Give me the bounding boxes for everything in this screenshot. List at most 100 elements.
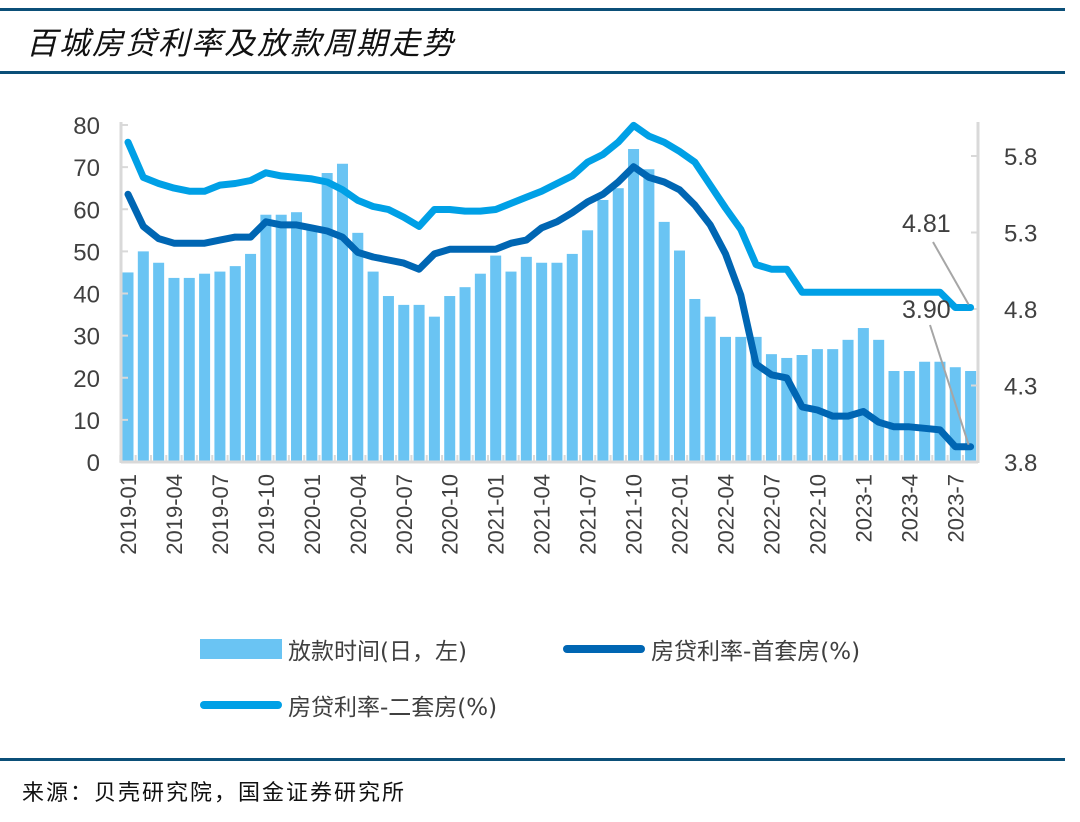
bar — [658, 221, 670, 462]
bar — [643, 169, 655, 462]
title-rule — [0, 71, 1065, 74]
bar — [214, 271, 226, 462]
bar — [827, 349, 839, 462]
y-left-tick-label: 10 — [73, 408, 100, 435]
bar — [903, 371, 915, 462]
legend-swatch-line — [563, 645, 645, 653]
legend-label: 房贷利率-首套房(%) — [651, 639, 861, 665]
bar — [781, 357, 793, 462]
x-tick-label: 2020-07 — [392, 474, 417, 555]
bar — [229, 266, 241, 462]
axes — [119, 122, 980, 464]
y-right-tick-label: 4.3 — [1004, 374, 1037, 401]
legend-label: 房贷利率-二套房(%) — [288, 695, 498, 721]
annotations: 4.81 3.90 — [902, 210, 970, 446]
bar — [122, 272, 134, 462]
annotation-leader-line — [929, 324, 970, 446]
x-tick-label: 2021-04 — [530, 474, 555, 555]
bar — [168, 277, 180, 462]
x-tick-label: 2021-01 — [484, 474, 509, 555]
bar — [536, 262, 548, 462]
bar — [857, 328, 869, 462]
bar — [735, 336, 747, 462]
bar — [873, 339, 885, 462]
legend-swatch-bar — [200, 639, 282, 659]
y-right-tick-label: 5.3 — [1004, 221, 1037, 248]
bar — [137, 251, 149, 462]
bar — [428, 316, 440, 462]
bar — [382, 296, 394, 462]
legend-label: 放款时间(日，左) — [288, 639, 467, 665]
bar — [551, 262, 563, 462]
x-tick-label: 2019-07 — [208, 474, 233, 555]
bar — [674, 250, 686, 462]
x-tick-label: 2019-01 — [116, 474, 141, 555]
bar — [597, 199, 609, 463]
bar — [888, 371, 900, 462]
bar — [352, 232, 364, 462]
bar — [965, 371, 977, 462]
bar — [505, 271, 517, 462]
y-left-tick-label: 60 — [73, 197, 100, 224]
tick-labels: 0 10 20 30 40 50 60 70 80 3.8 4.3 4.8 5.3 5.8 2019-01 2… — [73, 113, 1037, 555]
bar — [520, 256, 532, 462]
y-left-tick-label: 80 — [73, 113, 100, 140]
bar — [628, 149, 640, 463]
bar — [582, 230, 594, 462]
legend-item-loan-time: 放款时间(日，左) — [200, 632, 467, 666]
x-tick-label: 2022-10 — [805, 474, 830, 555]
bar — [336, 163, 348, 462]
bar — [842, 339, 854, 462]
legend-item-second-home: 房贷利率-二套房(%) — [200, 688, 497, 722]
x-tick-label: 2022-07 — [759, 474, 784, 555]
y-left-tick-label: 40 — [73, 282, 100, 309]
bar — [719, 336, 731, 462]
y-left-tick-label: 70 — [73, 155, 100, 182]
bar — [765, 354, 777, 462]
bar — [919, 361, 931, 462]
y-right-tick-label: 5.8 — [1004, 144, 1037, 171]
x-tick-label: 2023-7 — [943, 474, 968, 543]
line-series — [124, 121, 975, 451]
bar — [275, 214, 287, 462]
y-left-tick-label: 50 — [73, 239, 100, 266]
top-rule — [0, 8, 1065, 11]
annotation-leader-line — [932, 241, 970, 305]
annotation-label-second-home: 4.81 — [902, 210, 951, 238]
legend-item-first-home: 房贷利率-首套房(%) — [563, 632, 860, 666]
bar — [811, 349, 823, 462]
x-tick-label: 2019-10 — [254, 474, 279, 555]
bar — [291, 212, 303, 462]
x-tick-label: 2022-01 — [668, 474, 693, 555]
y-right-tick-label: 4.8 — [1004, 297, 1037, 324]
bar — [306, 230, 318, 462]
bar — [949, 367, 961, 462]
bar — [367, 271, 379, 462]
bar — [398, 304, 410, 462]
y-left-tick-label: 20 — [73, 366, 100, 393]
bar — [459, 287, 471, 462]
annotation-label-first-home: 3.90 — [902, 296, 951, 324]
bar — [199, 273, 211, 462]
chart-canvas: 0 10 20 30 40 50 60 70 80 3.8 4.3 4.8 5.3 5.8 2019-01 2… — [73, 113, 1037, 555]
x-tick-label: 2020-10 — [438, 474, 463, 555]
bar — [704, 316, 716, 462]
bar — [612, 188, 624, 462]
bar — [321, 173, 333, 462]
bar — [474, 273, 486, 462]
y-left-tick-label: 0 — [87, 450, 100, 477]
bar — [566, 253, 578, 462]
bar — [245, 253, 257, 462]
x-tick-label: 2020-01 — [300, 474, 325, 555]
first-home-rate-line — [124, 163, 975, 451]
x-tick-label: 2023-1 — [851, 474, 876, 543]
x-tick-label: 2021-07 — [576, 474, 601, 555]
y-right-tick-label: 3.8 — [1004, 450, 1037, 477]
x-tick-label: 2019-04 — [162, 474, 187, 555]
bar — [413, 304, 425, 462]
bar-series — [122, 149, 977, 463]
second-home-rate-line — [124, 121, 975, 311]
legend-swatch-line — [200, 701, 282, 709]
bar — [689, 298, 701, 462]
bar — [444, 296, 456, 462]
